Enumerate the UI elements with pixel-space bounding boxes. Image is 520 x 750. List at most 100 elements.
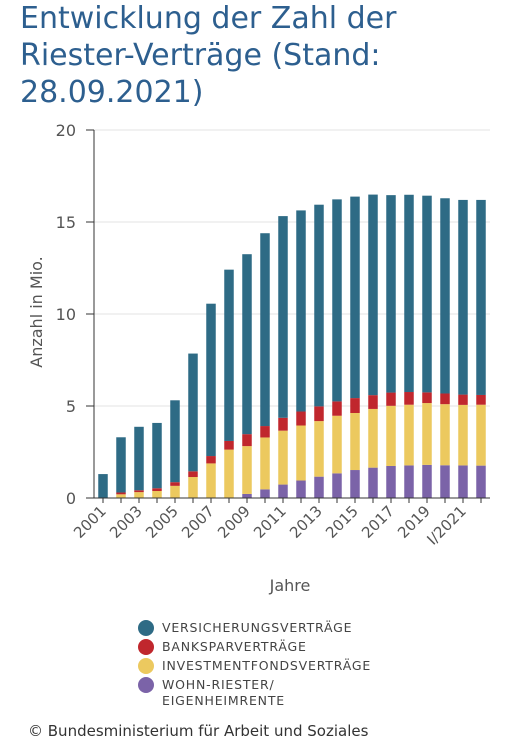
bar-segment-investment — [476, 404, 486, 466]
bar-segment-versicherung — [368, 194, 378, 396]
bar-segment-bankspar — [368, 395, 378, 409]
bar-segment-investment — [314, 421, 324, 477]
bar-segment-versicherung — [314, 204, 324, 407]
bar-segment-investment — [332, 415, 342, 474]
legend-item-versicherung: VERSICHERUNGSVERTRÄGE — [138, 620, 371, 636]
legend-item-wohn: WOHN-RIESTER/ EIGENHEIMRENTE — [138, 677, 371, 709]
bar-segment-bankspar — [170, 482, 180, 486]
bar-segment-wohn — [368, 467, 378, 498]
bar-segment-versicherung — [422, 195, 432, 393]
legend-item-investment: INVESTMENTFONDSVERTRÄGE — [138, 658, 371, 674]
bar-segment-investment — [404, 404, 414, 466]
y-tick-label: 10 — [56, 305, 76, 324]
x-tick-label: 2001 — [70, 502, 110, 542]
y-tick-label: 0 — [66, 489, 76, 508]
bar-segment-versicherung — [332, 199, 342, 402]
bar-segment-wohn — [476, 465, 486, 498]
bar-segment-versicherung — [350, 196, 360, 399]
bar-segment-investment — [422, 403, 432, 465]
bar-segment-investment — [116, 494, 126, 498]
bar-segment-bankspar — [386, 392, 396, 406]
x-tick-label: 2009 — [214, 502, 254, 542]
bar-segment-versicherung — [242, 254, 252, 435]
x-tick-label: 2007 — [178, 502, 218, 542]
x-tick-label: 2015 — [322, 502, 362, 542]
bar-segment-versicherung — [98, 474, 108, 498]
bar-segment-bankspar — [422, 392, 432, 404]
bar-segment-versicherung — [206, 303, 216, 457]
bar-segment-investment — [224, 449, 234, 498]
bar-segment-wohn — [440, 465, 450, 498]
bar-segment-investment — [350, 412, 360, 471]
bar-segment-versicherung — [224, 269, 234, 441]
chart-title: Entwicklung der Zahl der Riester-Verträg… — [20, 1, 397, 110]
bar-segment-wohn — [296, 480, 306, 498]
bar-segment-investment — [440, 404, 450, 466]
bar-segment-wohn — [404, 465, 414, 498]
x-tick-label: 2005 — [142, 502, 182, 542]
y-axis-label: Anzahl in Mio. — [27, 256, 46, 367]
bar-segment-wohn — [260, 489, 270, 498]
bar-segment-bankspar — [242, 434, 252, 447]
x-tick-label: 2003 — [106, 502, 146, 542]
bar-segment-wohn — [350, 470, 360, 498]
bar-segment-wohn — [314, 476, 324, 498]
x-tick-label: 2013 — [286, 502, 326, 542]
bar-segment-versicherung — [278, 216, 288, 418]
bar-segment-bankspar — [206, 456, 216, 464]
bar-segment-versicherung — [260, 233, 270, 427]
legend-swatch — [138, 620, 154, 636]
bar-segment-investment — [296, 425, 306, 481]
bar-segment-investment — [368, 408, 378, 468]
bar-segment-bankspar — [440, 393, 450, 405]
bar-segment-versicherung — [296, 210, 306, 412]
y-tick-label: 5 — [66, 397, 76, 416]
legend-swatch — [138, 639, 154, 655]
bar-segment-investment — [170, 485, 180, 498]
legend-swatch — [138, 677, 154, 693]
x-tick-label: 2017 — [358, 502, 398, 542]
y-tick-label: 15 — [56, 213, 76, 232]
bar-segment-bankspar — [404, 392, 414, 405]
legend-label: VERSICHERUNGSVERTRÄGE — [162, 620, 353, 635]
legend-swatch — [138, 658, 154, 674]
bar-segment-investment — [458, 404, 468, 466]
legend-label: WOHN-RIESTER/ EIGENHEIMRENTE — [162, 677, 285, 708]
bar-segment-versicherung — [188, 353, 198, 472]
bar-segment-versicherung — [458, 199, 468, 395]
legend-item-bankspar: BANKSPARVERTRÄGE — [138, 639, 371, 655]
bar-segment-bankspar — [224, 440, 234, 450]
bar-segment-versicherung — [440, 198, 450, 394]
bar-segment-bankspar — [152, 488, 162, 492]
bar-segment-versicherung — [404, 194, 414, 393]
bar-segment-investment — [188, 477, 198, 498]
bar-segment-bankspar — [314, 406, 324, 422]
bar-segment-investment — [386, 405, 396, 466]
bar-segment-investment — [278, 430, 288, 485]
bar-segment-bankspar — [296, 411, 306, 426]
x-tick-label: I/2021 — [423, 502, 469, 548]
copyright-notice: © Bundesministerium für Arbeit und Sozia… — [28, 722, 369, 740]
bar-segment-wohn — [458, 465, 468, 498]
bar-segment-investment — [206, 463, 216, 498]
bar-segment-bankspar — [260, 426, 270, 438]
bar-segment-versicherung — [152, 422, 162, 489]
bar-segment-bankspar — [188, 471, 198, 478]
legend-label: BANKSPARVERTRÄGE — [162, 639, 307, 654]
bar-segment-bankspar — [332, 401, 342, 416]
x-tick-label: 2011 — [250, 502, 290, 542]
bar-segment-wohn — [242, 493, 252, 498]
chart-legend: VERSICHERUNGSVERTRÄGE BANKSPARVERTRÄGE INV… — [138, 620, 371, 712]
bar-segment-investment — [134, 492, 144, 498]
bar-segment-investment — [260, 437, 270, 490]
bar-segment-wohn — [422, 464, 432, 498]
bar-segment-bankspar — [278, 417, 288, 431]
bar-segment-versicherung — [476, 199, 486, 395]
x-axis-label: Jahre — [269, 576, 311, 595]
bar-segment-investment — [242, 446, 252, 494]
stacked-bar-chart: 0 5 10 15 20 20012003200520072009201120132015… — [27, 121, 490, 595]
bar-segment-bankspar — [116, 492, 126, 495]
bar-segment-wohn — [386, 465, 396, 498]
bar-series — [98, 194, 486, 498]
bar-segment-wohn — [332, 473, 342, 498]
